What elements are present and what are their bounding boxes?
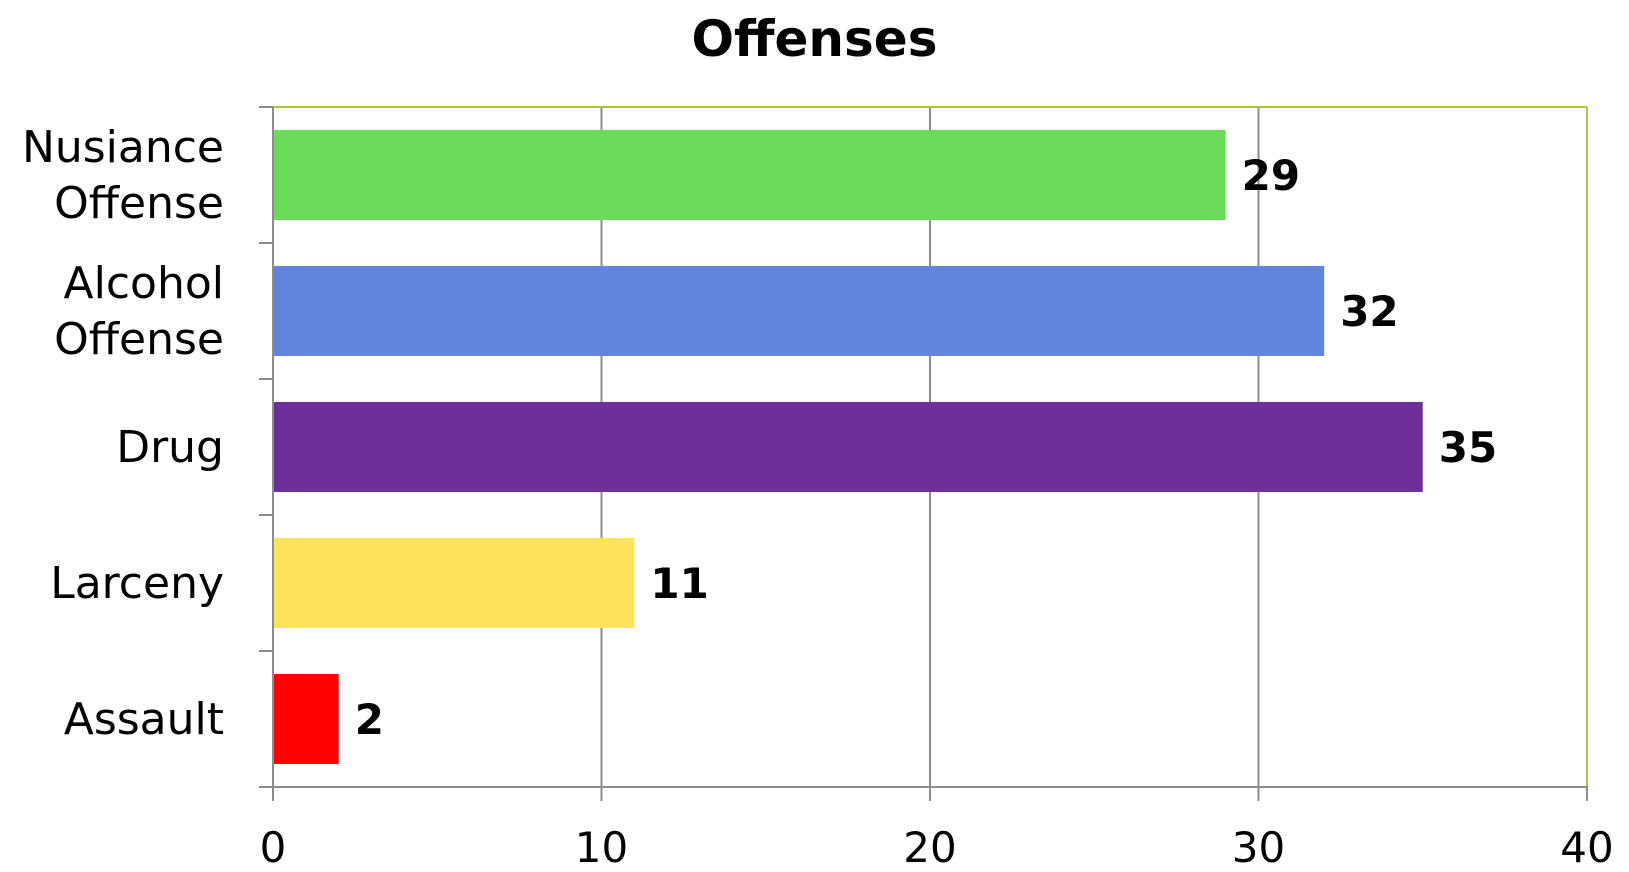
bar-3	[273, 538, 635, 628]
axes	[259, 106, 1588, 801]
bar-1	[273, 266, 1325, 356]
x-tick-label-20: 20	[903, 823, 956, 872]
category-label-line: Alcohol	[64, 258, 224, 309]
category-label-3: Larceny	[50, 558, 224, 609]
x-tick-label-0: 0	[260, 823, 287, 872]
category-label-2: Drug	[116, 422, 224, 473]
data-label-1: 32	[1340, 287, 1398, 336]
x-tick-label-30: 30	[1232, 823, 1285, 872]
category-label-1: Alcohol Offense	[54, 258, 224, 365]
bar-4	[273, 674, 339, 764]
bars	[273, 130, 1423, 764]
category-label-4: Assault	[64, 694, 224, 745]
category-label-line: Larceny	[50, 558, 224, 609]
category-label-line: Nusiance	[22, 122, 224, 173]
data-label-3: 11	[650, 559, 708, 608]
data-label-4: 2	[355, 695, 384, 744]
category-label-0: Nusiance Offense	[22, 122, 224, 229]
x-tick-label-40: 40	[1560, 823, 1613, 872]
chart-title: Offenses	[691, 10, 938, 68]
bar-2	[273, 402, 1423, 492]
data-label-0: 29	[1242, 151, 1300, 200]
category-label-line: Offense	[54, 314, 224, 365]
x-tick-label-10: 10	[575, 823, 628, 872]
category-label-line: Drug	[116, 422, 224, 473]
data-label-2: 35	[1439, 423, 1497, 472]
category-label-line: Offense	[54, 178, 224, 229]
bar-0	[273, 130, 1226, 220]
category-label-line: Assault	[64, 694, 224, 745]
